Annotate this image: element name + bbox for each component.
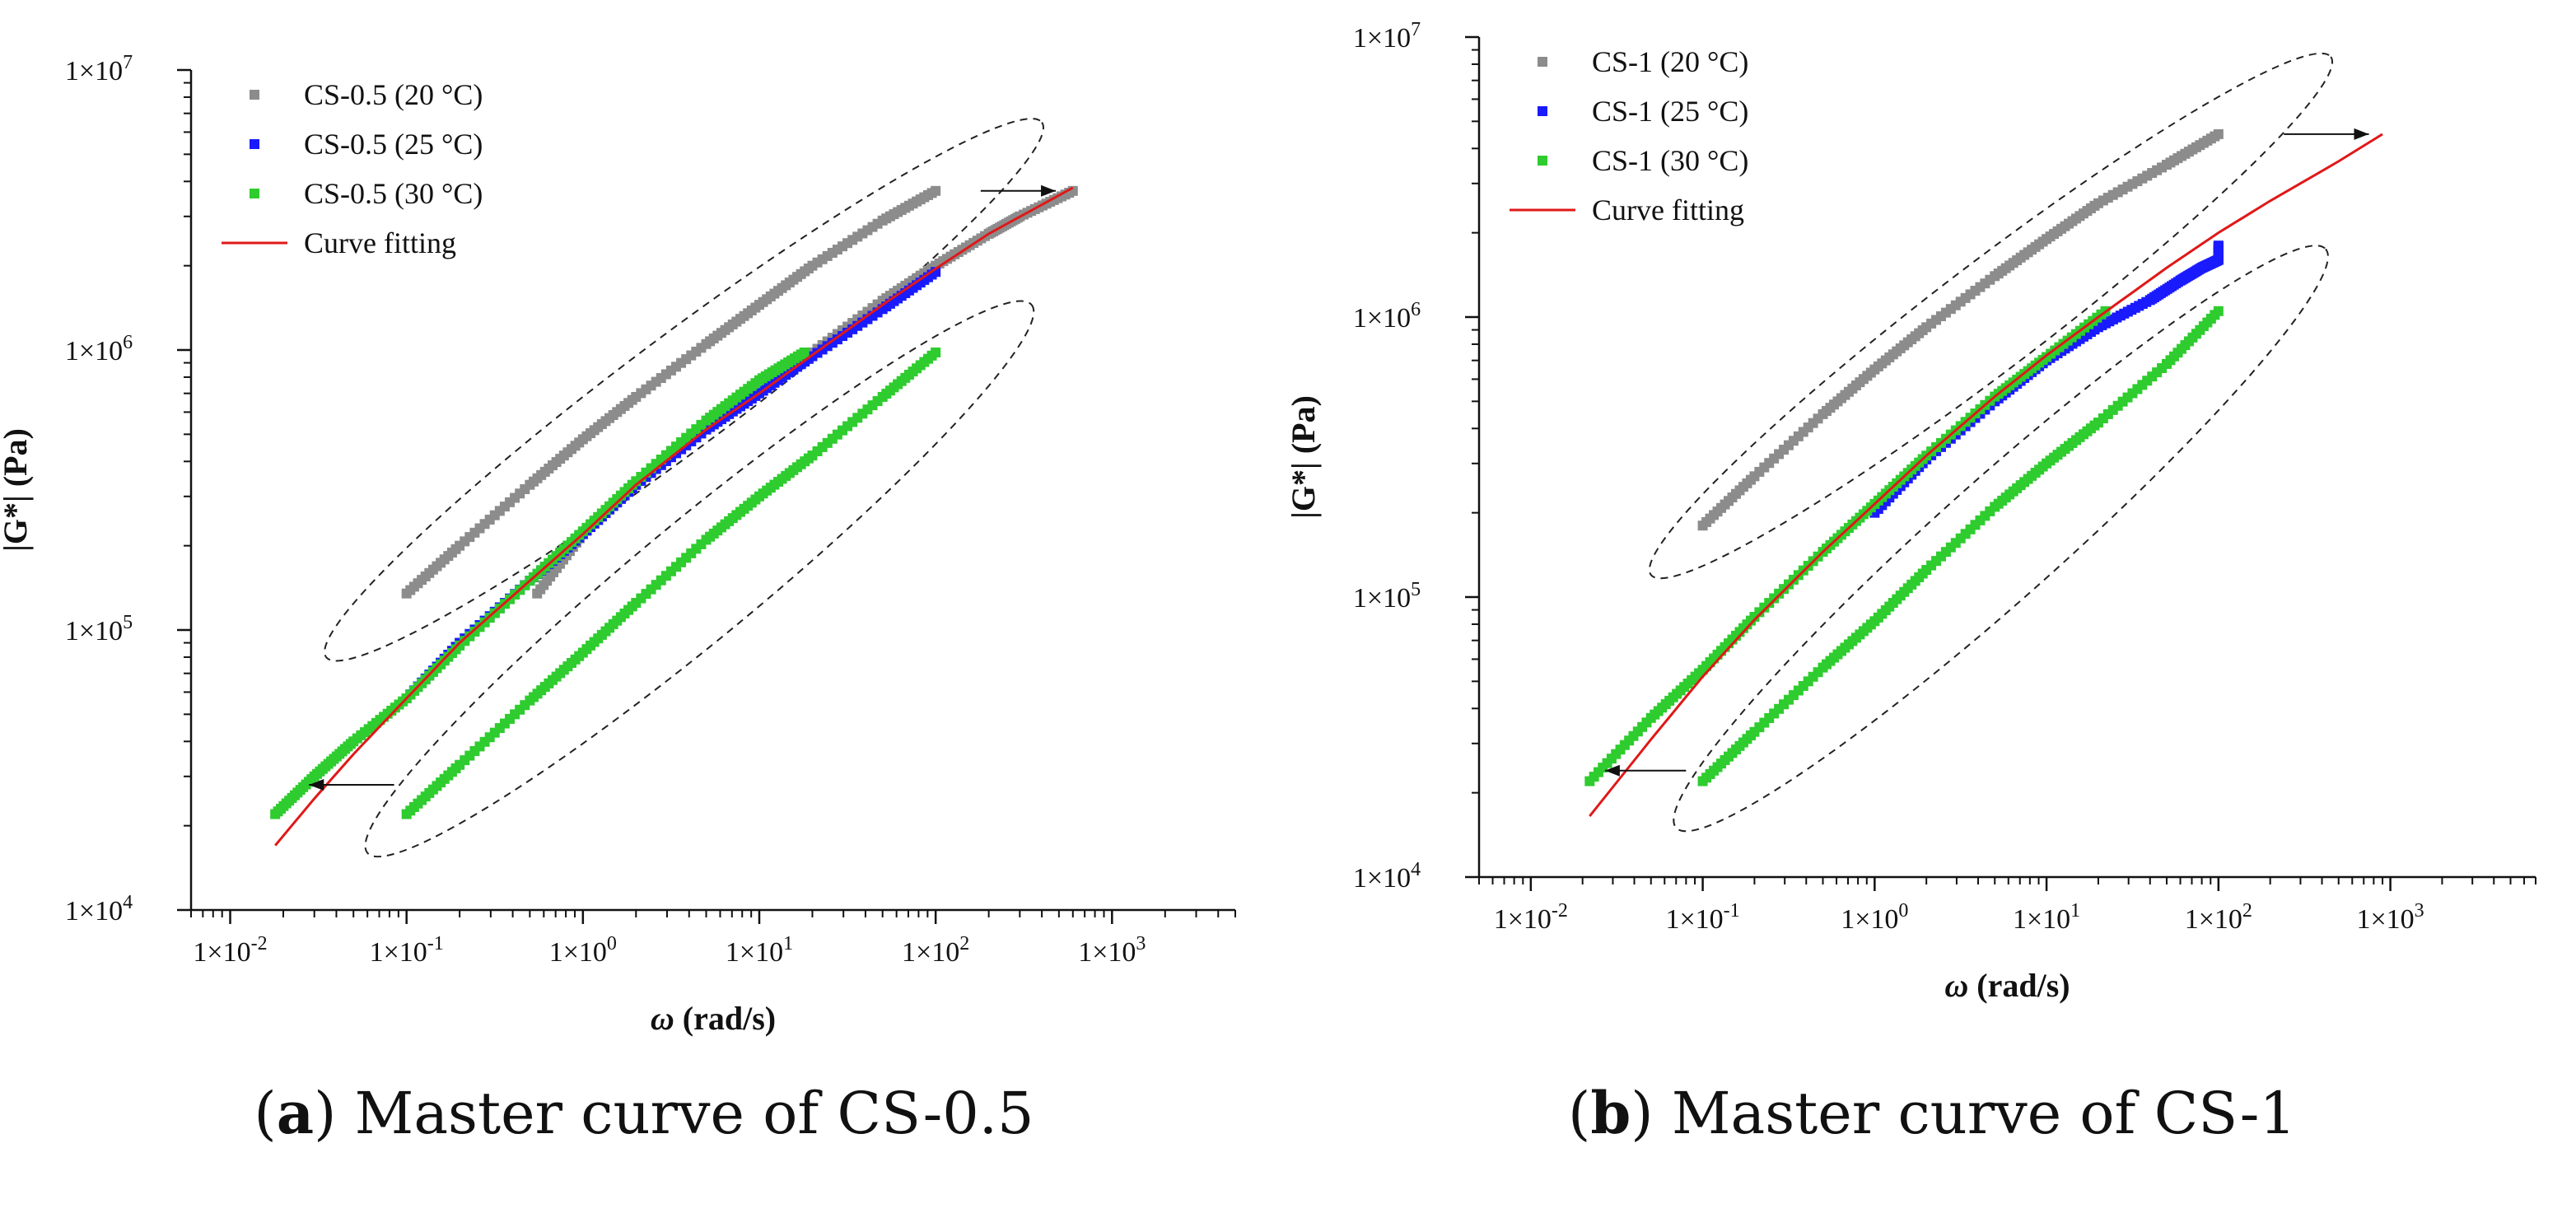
p0-legend-label-2: CS-0.5 (30 °C) [304,177,483,210]
p0-series-5-fit-line [274,186,1074,847]
panel-a: 1×10-2 1×10-1 1×100 1×101 1×102 1×103 1×104 1×1… [0,52,1236,1147]
caption-b: (b) Master curve of CS-1 [1568,1079,2296,1147]
p1-legend-label-2: CS-1 (30 °C) [1592,144,1748,177]
p0-series-3 [401,347,941,819]
p0-shift-ellipse-0 [324,118,1044,662]
p1-x-tick-label-4: 1×102 [2185,900,2252,935]
p0-y-tick-label-0: 1×104 [65,892,133,926]
p0-shift-arrow-head-1 [309,778,324,791]
p1-x-tick-label-1: 1×10-1 [1665,900,1739,935]
p1-plot-area [1584,52,2383,833]
p0-series-0 [401,185,941,599]
p1-legend-swatch-1 [1538,106,1547,116]
p1-y-axis-title: |G*| (Pa) [1288,395,1322,519]
caption-a: (a) Master curve of CS-0.5 [254,1079,1034,1147]
p0-legend-label-1: CS-0.5 (25 °C) [304,128,483,161]
caption-a-letter: a [276,1079,315,1147]
p0-plot-area [270,118,1078,858]
p1-y-tick-label-2: 1×106 [1353,299,1421,334]
p0-x-tick-label-3: 1×101 [726,933,793,968]
p1-series-0 [1697,128,2224,531]
chart-a: 1×10-2 1×10-1 1×100 1×101 1×102 1×103 1×104 1×1… [0,52,1236,1037]
p0-legend-swatch-2 [250,189,259,198]
p1-series-2 [1697,306,2224,786]
p0-series-2 [401,267,941,704]
p0-series-0-point-126 [931,185,941,196]
p1-legend-swatch-2 [1538,156,1547,166]
p0-series-1 [532,185,1078,599]
p0-legend-label-0: CS-0.5 (20 °C) [304,78,483,111]
p1-y-tick-label-3: 1×107 [1353,19,1421,54]
p1-shift-ellipse-1 [1673,245,2329,833]
p1-x-axis-title: ω (rad/s) [1944,967,2070,1004]
p1-series-1 [1869,240,2224,518]
p1-series-4-fit-line [1589,133,2383,818]
p0-y-tick-label-2: 1×106 [65,332,133,366]
caption-b-text: Master curve of CS-1 [1671,1080,2296,1147]
p1-legend-label-0: CS-1 (20 °C) [1592,45,1748,78]
p1-legend-label-3: Curve fitting [1592,194,1744,226]
p1-series-1-point-126 [2213,240,2224,251]
p1-y-tick-label-1: 1×105 [1353,579,1421,614]
p0-x-axis-title: ω (rad/s) [651,1000,776,1037]
p0-x-tick-label-5: 1×103 [1078,933,1146,968]
chart-b: 1×10-2 1×10-1 1×100 1×101 1×102 1×103 1×104 1×1… [1288,19,2536,1004]
p1-x-tick-label-3: 1×101 [2013,900,2080,935]
p0-shift-arrow-head-0 [1041,184,1057,197]
p1-x-tick-label-2: 1×100 [1841,900,1908,935]
p1-shift-arrow-head-0 [2354,128,2369,140]
p1-series-0-point-126 [2213,128,2224,139]
p1-x-tick-label-5: 1×103 [2356,900,2424,935]
p0-y-axis-title: |G*| (Pa) [0,428,34,552]
p0-series-4-point-140 [799,347,810,357]
p0-legend-label-3: Curve fitting [304,226,456,259]
p0-y-tick-label-1: 1×105 [65,612,133,646]
p1-shift-arrow-head-1 [1604,764,1620,777]
p0-x-tick-label-0: 1×10-2 [193,933,267,968]
p1-legend-label-1: CS-1 (25 °C) [1592,95,1748,128]
p0-legend-swatch-1 [250,139,259,149]
caption-a-text: Master curve of CS-0.5 [354,1080,1034,1147]
p0-y-tick-label-3: 1×107 [65,52,133,86]
p1-series-2-point-126 [2213,306,2224,316]
caption-b-letter: b [1590,1079,1631,1147]
p0-x-tick-label-4: 1×102 [902,933,969,968]
p1-x-tick-label-0: 1×10-2 [1494,900,1568,935]
p0-x-tick-label-2: 1×100 [549,933,617,968]
p0-x-tick-label-1: 1×10-1 [370,933,444,968]
p0-series-3-point-126 [931,347,941,357]
p1-y-tick-label-0: 1×104 [1353,859,1421,894]
p0-shift-ellipse-1 [364,300,1035,858]
panel-b: 1×10-2 1×10-1 1×100 1×101 1×102 1×103 1×104 1×1… [1288,0,2576,1218]
p1-legend-swatch-0 [1538,57,1547,67]
p0-legend-swatch-0 [250,90,259,100]
